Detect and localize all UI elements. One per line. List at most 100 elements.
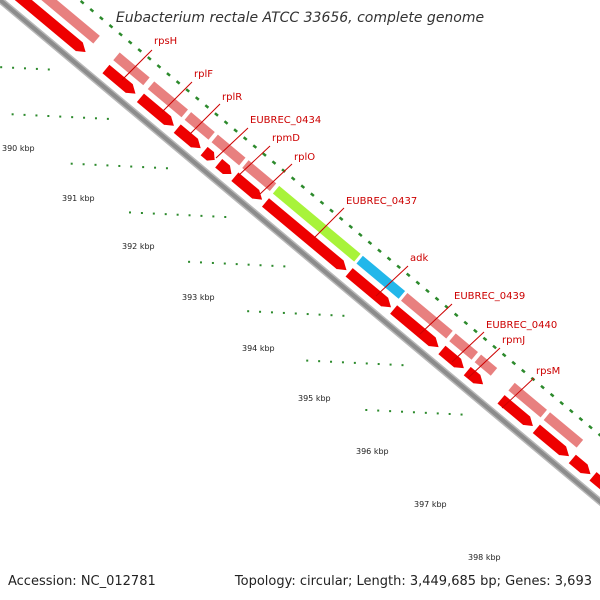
cds-feature [111, 51, 152, 87]
gene-label-rplF[interactable]: rplF [194, 69, 213, 80]
tick-guide-dot [412, 411, 415, 414]
kbp-label: 397 kbp [414, 500, 447, 509]
tick-mark [194, 96, 200, 101]
tick-guide-dot [165, 167, 168, 170]
gene-arrow [260, 196, 348, 272]
gene-label-rpmD[interactable]: rpmD [272, 133, 300, 144]
gene-arrow [135, 92, 176, 127]
cds-feature [355, 254, 407, 301]
tick-guide-dot [271, 264, 274, 267]
tick-guide-dot [365, 362, 368, 365]
tick-guide-dot [47, 68, 50, 71]
tick-mark [463, 320, 469, 326]
tick-mark [377, 248, 382, 254]
gene-arrow [496, 393, 535, 428]
label-leader-lines [121, 49, 535, 409]
tick-mark [549, 392, 555, 398]
tick-guide-dot [460, 413, 463, 416]
tick-guide-dot [223, 262, 226, 265]
gene-label-adk[interactable]: adk [410, 253, 428, 264]
tick-mark [511, 360, 517, 366]
tick-guide-dot [94, 117, 97, 120]
tick-guide-dot [35, 114, 38, 117]
tick-guide-dot [164, 213, 167, 216]
tick-guide-dot [306, 313, 309, 316]
tick-guide-dot [353, 361, 356, 364]
label-leader-line [259, 163, 293, 195]
tick-mark [214, 112, 219, 117]
tick-mark [319, 200, 325, 205]
tick-guide-dot [341, 361, 344, 364]
gene-arrow [462, 365, 485, 386]
gene-arrow [229, 171, 264, 201]
tick-guide-dot [318, 313, 321, 316]
cds-feature [210, 133, 247, 167]
tick-mark [357, 232, 363, 237]
kbp-label: 398 kbp [468, 553, 501, 562]
tick-guide-dot [282, 311, 285, 314]
gene-label-rpsH[interactable]: rpsH [154, 36, 177, 47]
gene-arrow [100, 63, 137, 95]
tick-mark [559, 400, 565, 406]
gene-label-rplO[interactable]: rplO [294, 152, 315, 163]
tick-guide-dot [176, 213, 179, 216]
tick-guide-dot [188, 214, 191, 217]
tick-mark [99, 16, 104, 21]
tick-guide-dot [200, 214, 203, 217]
tick-mark [252, 144, 258, 149]
tick-guide-dot [330, 360, 333, 363]
tick-guide-dot [152, 212, 155, 215]
cds-feature [506, 381, 549, 419]
tick-guide-dot [235, 263, 238, 266]
label-leader-line [375, 265, 409, 297]
tick-guide-dot [448, 412, 451, 415]
gene-label-EUBREC-0434[interactable]: EUBREC_0434 [250, 115, 321, 126]
tick-guide-dot [283, 265, 286, 268]
cds-feature [39, 0, 102, 45]
gene-label-EUBREC-0440[interactable]: EUBREC_0440 [486, 320, 557, 331]
backbone-line [0, 0, 600, 507]
tick-mark [108, 24, 114, 29]
genome-backbone [0, 0, 600, 507]
kbp-label: 396 kbp [356, 447, 389, 456]
tick-guide-dot [318, 360, 321, 363]
gene-label-EUBREC-0439[interactable]: EUBREC_0439 [454, 291, 525, 302]
tick-guide-dot [247, 310, 250, 313]
tick-mark [540, 384, 545, 390]
tick-guide-dot [342, 314, 345, 317]
tick-mark [348, 224, 354, 229]
gene-arrow [13, 0, 87, 54]
tick-guide-dot [389, 363, 392, 366]
tick-guide-dot [259, 264, 262, 267]
tick-mark [329, 208, 334, 213]
label-leader-line [121, 49, 153, 81]
backbone-line [0, 0, 600, 505]
tick-guide-dot [211, 261, 214, 264]
tick-guide-dot [389, 410, 392, 413]
tick-guide-dot [23, 67, 26, 70]
gene-label-rplR[interactable]: rplR [222, 92, 242, 103]
tick-mark [405, 272, 411, 278]
tick-mark [223, 120, 229, 125]
tick-mark [310, 192, 315, 197]
tick-guide-dot [188, 260, 191, 263]
tick-guide-dot [330, 314, 333, 317]
tick-guide-dot [35, 67, 38, 70]
gene-label-EUBREC-0437[interactable]: EUBREC_0437 [346, 196, 417, 207]
tick-guide-dot [401, 410, 404, 413]
tick-guide-dot [224, 215, 227, 218]
tick-mark [453, 312, 459, 318]
tick-mark [568, 408, 574, 414]
tick-guides [0, 66, 463, 416]
tick-guide-dot [130, 165, 133, 168]
tick-guide-dot [11, 113, 14, 116]
tick-mark [367, 240, 373, 246]
tick-mark [185, 88, 191, 93]
tick-guide-dot [47, 115, 50, 118]
gene-label-rpsM[interactable]: rpsM [536, 366, 560, 377]
tick-mark [501, 352, 507, 358]
gene-label-rpmJ[interactable]: rpmJ [502, 335, 525, 346]
tick-guide-dot [118, 164, 121, 167]
label-leader-line [419, 303, 453, 335]
